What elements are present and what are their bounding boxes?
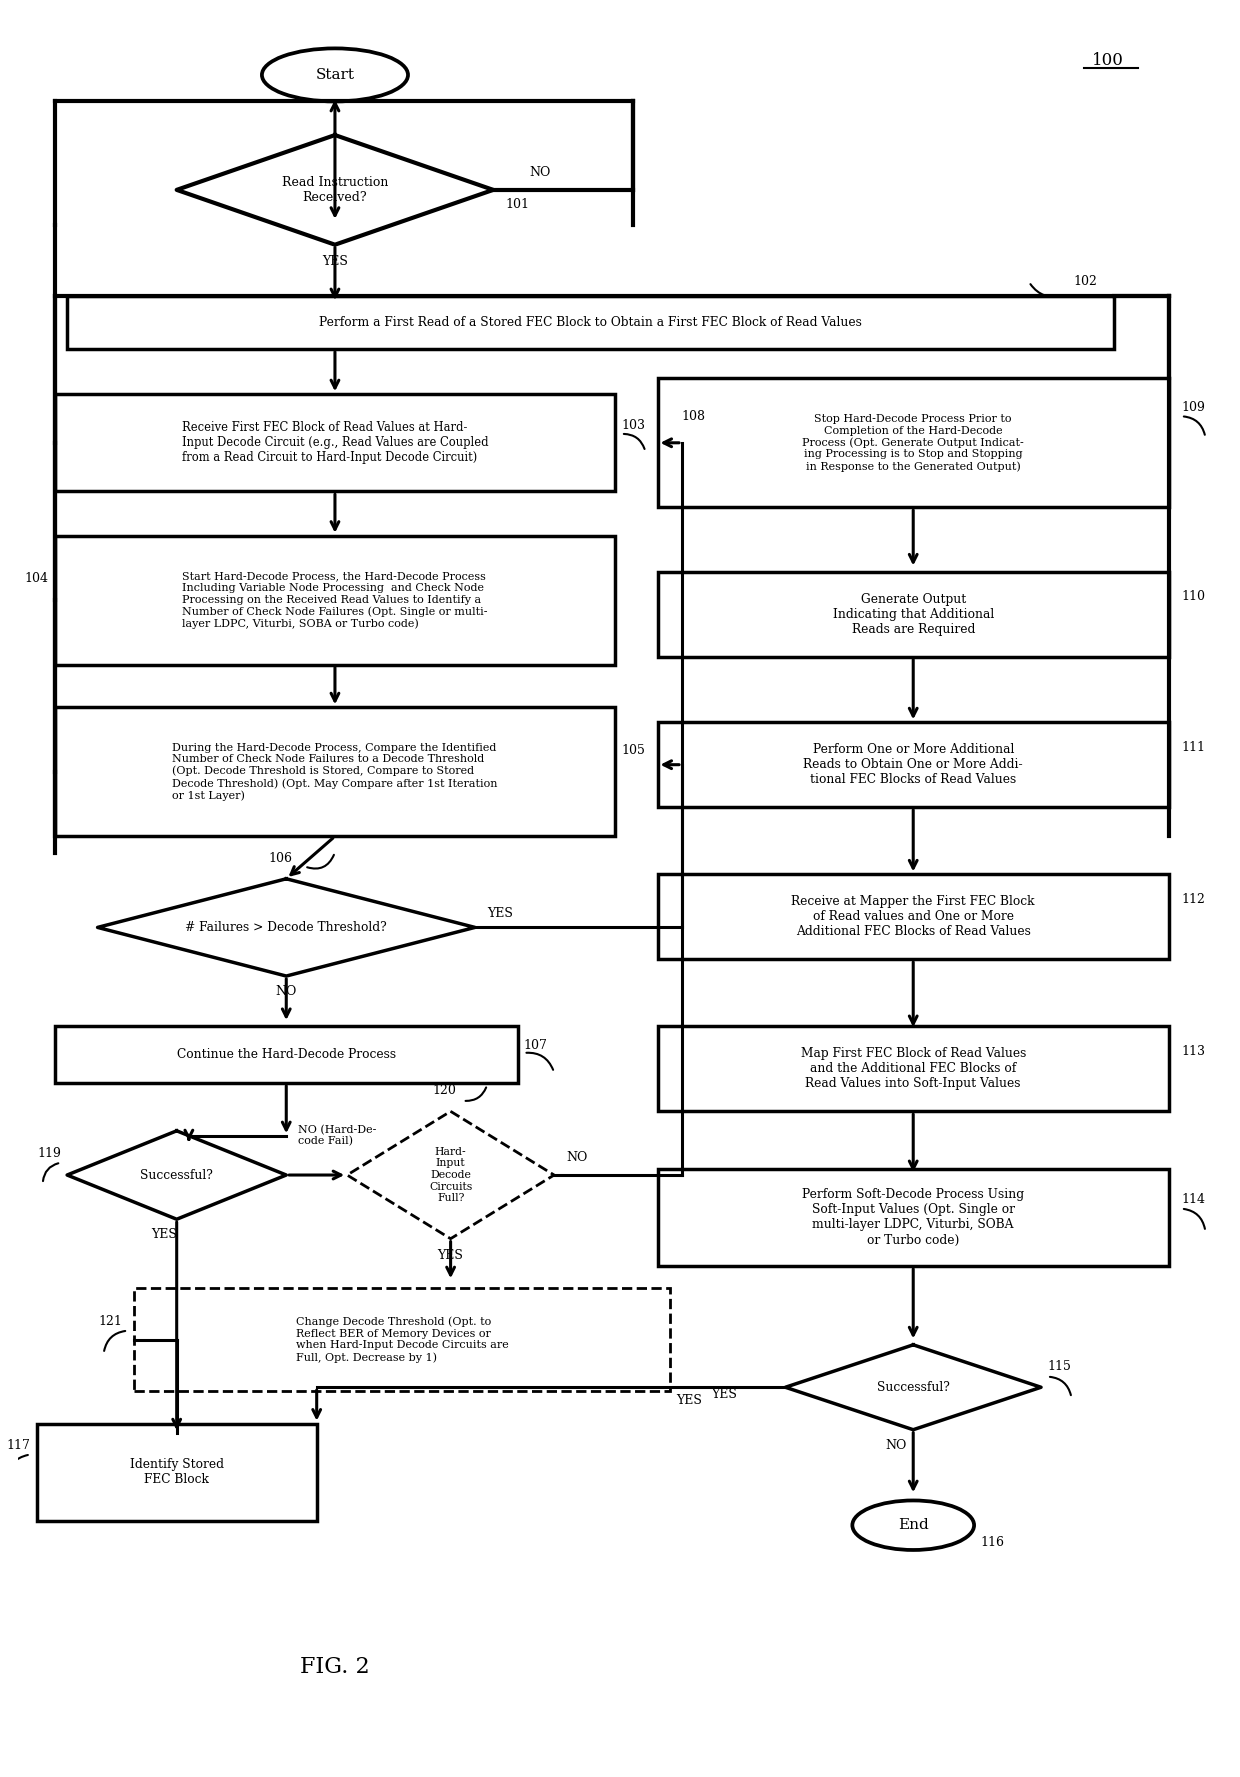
Text: # Failures > Decode Threshold?: # Failures > Decode Threshold?	[186, 920, 387, 935]
Text: Identify Stored
FEC Block: Identify Stored FEC Block	[130, 1459, 223, 1486]
FancyArrowPatch shape	[104, 1331, 125, 1351]
Text: FIG. 2: FIG. 2	[300, 1656, 370, 1677]
Text: Map First FEC Block of Read Values
and the Additional FEC Blocks of
Read Values : Map First FEC Block of Read Values and t…	[801, 1047, 1025, 1091]
Text: YES: YES	[438, 1249, 464, 1262]
Text: 117: 117	[6, 1439, 31, 1452]
Text: Receive First FEC Block of Read Values at Hard-
Input Decode Circuit (e.g., Read: Receive First FEC Block of Read Values a…	[181, 421, 489, 464]
Text: Change Decode Threshold (Opt. to
Reflect BER of Memory Devices or
when Hard-Inpu: Change Decode Threshold (Opt. to Reflect…	[295, 1317, 508, 1363]
Text: 106: 106	[268, 851, 293, 865]
Text: 114: 114	[1180, 1194, 1205, 1207]
Text: YES: YES	[322, 256, 348, 268]
FancyArrowPatch shape	[527, 1052, 553, 1070]
Text: 119: 119	[37, 1148, 61, 1160]
Text: NO: NO	[567, 1151, 588, 1164]
Text: 100: 100	[1092, 52, 1123, 69]
Text: Perform a First Read of a Stored FEC Block to Obtain a First FEC Block of Read V: Perform a First Read of a Stored FEC Blo…	[319, 316, 862, 329]
Text: YES: YES	[487, 906, 513, 920]
FancyArrowPatch shape	[43, 1164, 58, 1182]
Text: Continue the Hard-Decode Process: Continue the Hard-Decode Process	[176, 1048, 396, 1061]
Text: Successful?: Successful?	[877, 1381, 950, 1393]
FancyArrowPatch shape	[465, 1088, 486, 1102]
FancyArrowPatch shape	[1030, 284, 1063, 297]
Text: Read Instruction
Received?: Read Instruction Received?	[281, 176, 388, 204]
FancyArrowPatch shape	[624, 434, 645, 450]
Text: Start Hard-Decode Process, the Hard-Decode Process
Including Variable Node Proce: Start Hard-Decode Process, the Hard-Deco…	[182, 572, 487, 629]
Text: 115: 115	[1047, 1359, 1071, 1372]
Text: 111: 111	[1180, 741, 1205, 753]
Text: Hard-
Input
Decode
Circuits
Full?: Hard- Input Decode Circuits Full?	[429, 1146, 472, 1203]
Text: 104: 104	[25, 572, 48, 585]
Text: Receive at Mapper the First FEC Block
of Read values and One or More
Additional : Receive at Mapper the First FEC Block of…	[791, 896, 1035, 938]
Text: 116: 116	[980, 1537, 1004, 1550]
Text: 107: 107	[523, 1040, 548, 1052]
Text: 121: 121	[98, 1315, 122, 1329]
Text: Perform Soft-Decode Process Using
Soft-Input Values (Opt. Single or
multi-layer : Perform Soft-Decode Process Using Soft-I…	[802, 1189, 1024, 1246]
Text: 113: 113	[1180, 1045, 1205, 1057]
Text: Start: Start	[315, 68, 355, 82]
Text: 101: 101	[506, 197, 529, 210]
Text: During the Hard-Decode Process, Compare the Identified
Number of Check Node Fail: During the Hard-Decode Process, Compare …	[172, 743, 497, 801]
FancyArrowPatch shape	[1184, 1208, 1205, 1230]
FancyArrowPatch shape	[1184, 416, 1205, 435]
Text: Successful?: Successful?	[140, 1169, 213, 1182]
Text: Generate Output
Indicating that Additional
Reads are Required: Generate Output Indicating that Addition…	[832, 594, 993, 636]
Text: NO (Hard-De-
code Fail): NO (Hard-De- code Fail)	[299, 1125, 377, 1146]
Text: 120: 120	[433, 1084, 456, 1096]
Text: YES: YES	[151, 1228, 177, 1240]
Text: YES: YES	[676, 1395, 702, 1407]
FancyArrowPatch shape	[308, 855, 334, 869]
FancyArrowPatch shape	[6, 1455, 27, 1478]
Text: 103: 103	[621, 419, 645, 432]
Text: 102: 102	[1074, 275, 1097, 288]
Text: 110: 110	[1180, 590, 1205, 602]
Text: Perform One or More Additional
Reads to Obtain One or More Addi-
tional FEC Bloc: Perform One or More Additional Reads to …	[804, 743, 1023, 785]
FancyArrowPatch shape	[1050, 1377, 1071, 1395]
Text: 105: 105	[621, 745, 645, 757]
Text: End: End	[898, 1518, 929, 1532]
Text: 108: 108	[682, 410, 706, 423]
Text: YES: YES	[711, 1388, 737, 1400]
Text: Stop Hard-Decode Process Prior to
Completion of the Hard-Decode
Process (Opt. Ge: Stop Hard-Decode Process Prior to Comple…	[802, 414, 1024, 471]
Text: 112: 112	[1180, 892, 1205, 906]
Text: NO: NO	[529, 165, 551, 179]
Text: 109: 109	[1180, 402, 1205, 414]
Text: NO: NO	[275, 984, 296, 999]
Text: NO: NO	[885, 1439, 908, 1452]
